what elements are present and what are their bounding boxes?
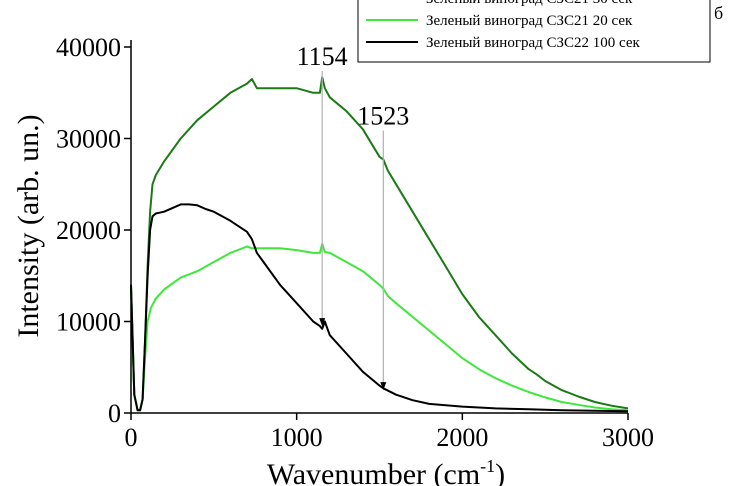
legend-items: Зеленый виноград СЗС21 30 сек Зеленый вин…	[366, 0, 641, 51]
y-axis-label: Intensity (arb. un.)	[12, 114, 45, 337]
x-tick-label-1000: 1000	[271, 423, 323, 452]
legend-label-1: Зеленый виноград СЗС21 30 сек	[426, 0, 633, 7]
y-tick-label-40000: 40000	[56, 33, 121, 62]
x-tick-label-0: 0	[125, 423, 138, 452]
legend-box	[357, 0, 711, 63]
peak-label-1154: 1154	[297, 42, 348, 71]
x-axis-label-close: )	[495, 458, 505, 486]
peak-label-1523: 1523	[357, 102, 409, 131]
y-tick-label-10000: 10000	[56, 308, 121, 337]
peak-arrow-1154	[319, 318, 326, 327]
y-tick-label-20000: 20000	[56, 216, 121, 245]
axes	[130, 40, 628, 414]
x-axis-label-unit: cm	[444, 458, 481, 486]
peak-annotations: 1154 1523	[297, 42, 409, 391]
x-axis-label-name: Wavenumber	[267, 458, 426, 486]
x-tick-label-3000: 3000	[602, 423, 654, 452]
legend: Зеленый виноград СЗС21 30 сек Зеленый вин…	[357, 0, 711, 63]
y-tick-label-30000: 30000	[56, 125, 121, 154]
series-line-2	[130, 242, 629, 412]
y-tick-label-0: 0	[108, 399, 121, 428]
peak-arrow-1523	[380, 382, 387, 391]
legend-label-3: Зеленый виноград СЗС22 100 сек	[426, 35, 641, 51]
series-line-3	[130, 203, 629, 413]
x-axis-label-unit-exponent: -1	[480, 456, 495, 476]
x-axis-label: Wavenumber (cm-1)	[267, 456, 505, 486]
x-tick-label-2000: 2000	[436, 423, 488, 452]
corner-letter: б	[714, 3, 723, 23]
legend-label-2: Зеленый виноград СЗС21 20 сек	[426, 13, 633, 29]
